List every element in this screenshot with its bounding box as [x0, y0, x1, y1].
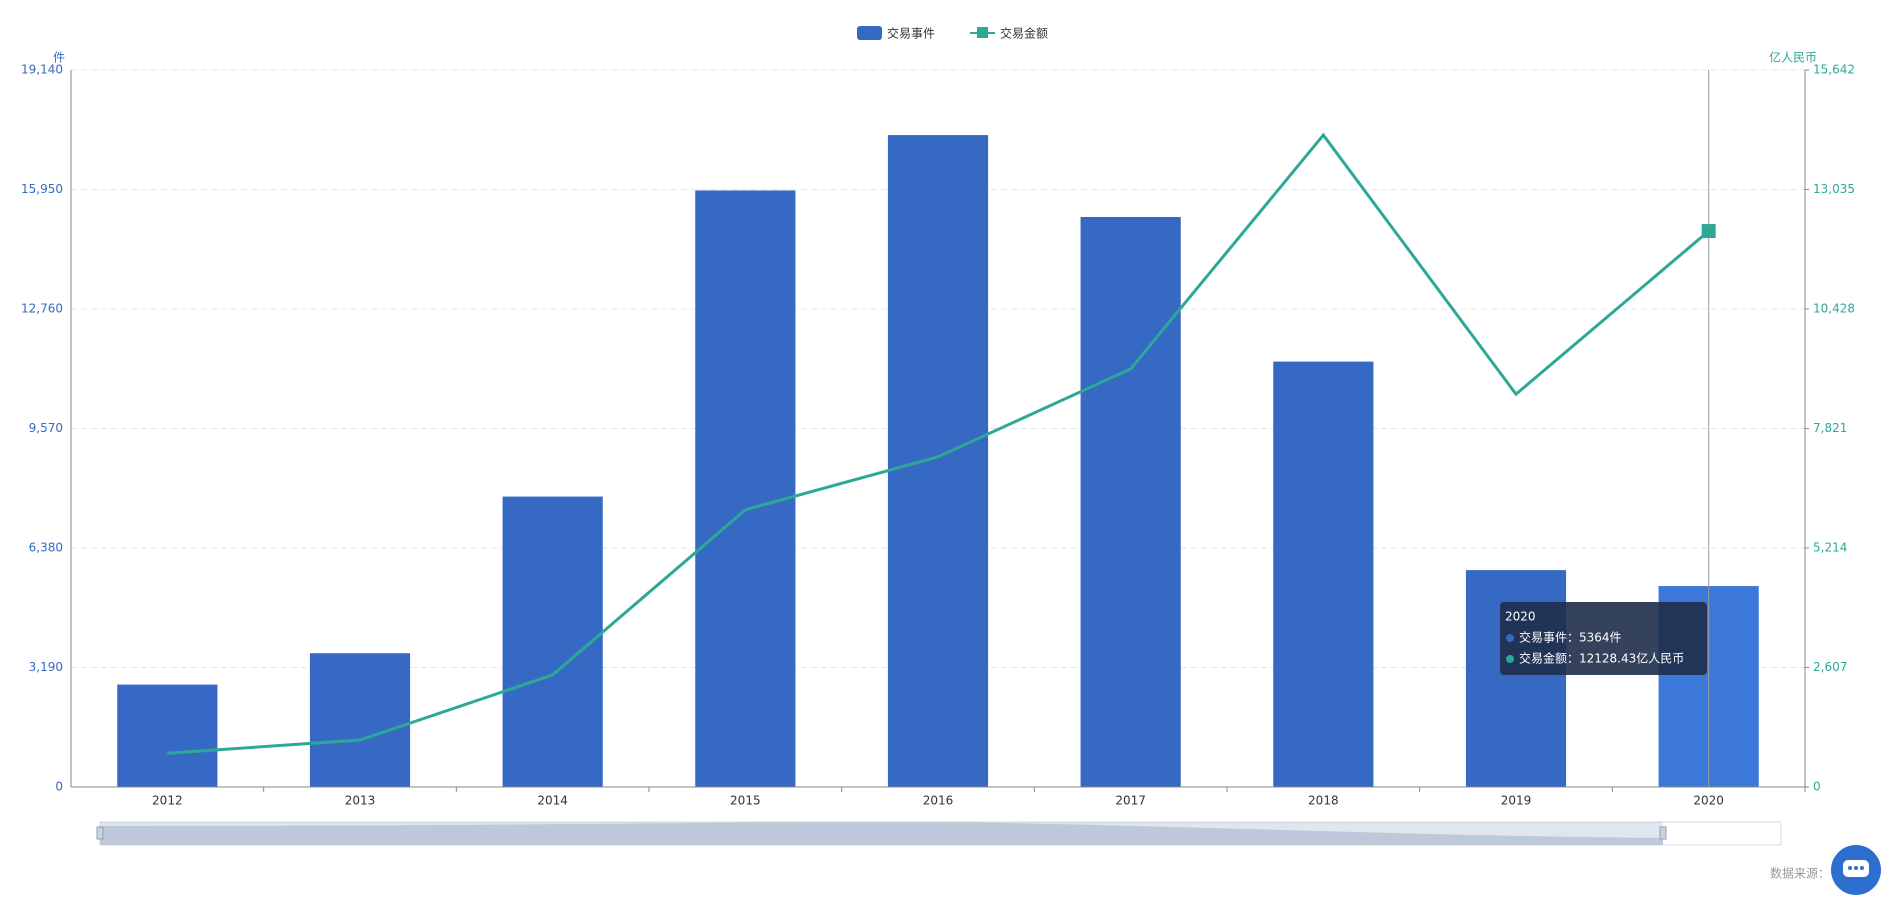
y-axis-name: 件 [53, 51, 65, 65]
bar [887, 135, 989, 787]
bar [117, 684, 218, 787]
y-tick-label: 9,570 [29, 421, 63, 435]
y-tick-label: 0 [55, 780, 63, 794]
chat-dot [1848, 866, 1852, 870]
y2-tick-label: 7,821 [1813, 421, 1847, 435]
zoom-window[interactable] [100, 822, 1663, 845]
x-tick-label: 2012 [152, 794, 183, 808]
tooltip-title: 2020 [1505, 610, 1536, 624]
tooltip-dot [1506, 655, 1514, 663]
bar [1080, 216, 1181, 788]
x-tick-label: 2019 [1501, 794, 1532, 808]
source-note: 数据来源： [1770, 866, 1830, 881]
tooltip-line: 交易事件：5364件 [1519, 630, 1622, 645]
x-tick-label: 2020 [1693, 794, 1724, 808]
tooltip-line: 交易金额：12128.43亿人民币 [1519, 651, 1684, 666]
y2-tick-label: 0 [1813, 780, 1821, 794]
y-tick-label: 6,380 [29, 541, 63, 555]
y2-tick-label: 5,214 [1813, 541, 1847, 555]
legend-swatch [857, 26, 882, 40]
line-marker [1701, 224, 1716, 239]
y-tick-label: 12,760 [21, 302, 63, 316]
line [167, 132, 1710, 755]
x-tick-label: 2018 [1308, 794, 1339, 808]
y-tick-label: 3,190 [29, 660, 63, 674]
bar [502, 496, 603, 787]
x-tick-label: 2017 [1115, 794, 1146, 808]
y2-tick-label: 2,607 [1813, 660, 1847, 674]
y-tick-label: 15,950 [21, 182, 63, 196]
y-tick-label: 19,140 [21, 63, 63, 77]
chat-dot [1860, 866, 1864, 870]
bar [309, 653, 411, 787]
y2-tick-label: 10,428 [1813, 302, 1855, 316]
y2-tick-label: 15,642 [1813, 63, 1855, 77]
x-tick-label: 2016 [923, 794, 954, 808]
zoom-handle[interactable] [1659, 826, 1667, 840]
x-tick-label: 2013 [345, 794, 376, 808]
tooltip-box [1500, 602, 1707, 675]
x-tick-label: 2014 [537, 794, 568, 808]
legend-label: 交易金额 [1000, 26, 1048, 41]
y2-axis-name: 亿人民币 [1769, 50, 1817, 65]
legend-swatch [977, 27, 988, 38]
zoom-handle[interactable] [96, 826, 104, 840]
bar [1273, 361, 1374, 787]
bar [695, 190, 796, 787]
tooltip-dot [1506, 634, 1514, 642]
y2-tick-label: 13,035 [1813, 182, 1855, 196]
chat-dot [1854, 866, 1858, 870]
legend-label: 交易事件 [887, 26, 935, 41]
zoom-preview [100, 822, 1663, 845]
x-tick-label: 2015 [730, 794, 761, 808]
